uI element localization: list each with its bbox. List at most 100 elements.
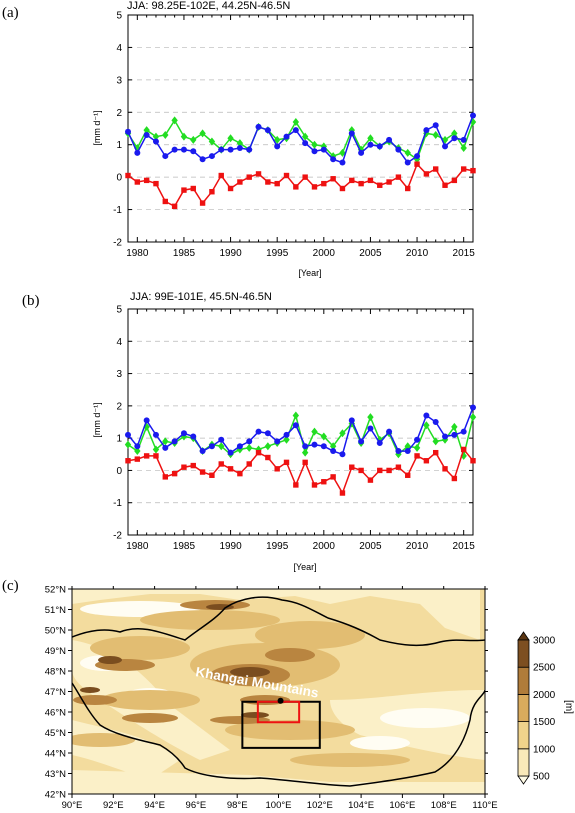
- data-point: [227, 146, 234, 153]
- data-point: [330, 156, 337, 163]
- data-point: [339, 185, 346, 192]
- data-point: [124, 440, 132, 449]
- data-point: [218, 461, 224, 467]
- data-point: [348, 417, 355, 424]
- data-point: [330, 474, 336, 480]
- lon-tick-label: 96°E: [186, 800, 207, 811]
- lat-tick-label: 46°N: [45, 708, 66, 719]
- lon-tick-label: 102°E: [307, 800, 333, 811]
- data-point: [180, 146, 187, 153]
- data-point: [153, 180, 159, 187]
- data-point: [311, 441, 318, 448]
- data-point: [227, 449, 234, 456]
- data-point: [302, 459, 308, 466]
- data-point: [460, 143, 467, 152]
- data-point: [330, 176, 336, 182]
- data-point: [218, 172, 224, 179]
- data-point: [321, 180, 327, 187]
- data-point: [181, 187, 187, 193]
- lat-tick-label: 42°N: [45, 790, 66, 801]
- data-point: [442, 433, 449, 440]
- data-point: [414, 453, 420, 459]
- data-point: [358, 180, 364, 187]
- elevation-map: [72, 589, 485, 794]
- y-tick-label: 1: [116, 434, 122, 445]
- x-tick-label: 2010: [406, 248, 429, 259]
- x-tick-label: 1980: [126, 248, 149, 259]
- data-point: [395, 174, 402, 180]
- data-point: [301, 132, 309, 141]
- panel-b-ylabel: [mm d⁻¹]: [92, 402, 102, 437]
- panel-a-xlabel: [Year]: [298, 268, 321, 278]
- data-point: [460, 428, 467, 435]
- lon-tick-label: 110°E: [472, 800, 497, 811]
- colorbar-segment: [517, 666, 530, 695]
- lat-tick-label: 44°N: [45, 749, 66, 760]
- data-point: [152, 138, 159, 145]
- data-point: [414, 161, 420, 167]
- border-south: [72, 682, 485, 787]
- data-point: [302, 140, 309, 147]
- data-point: [143, 131, 150, 138]
- data-point: [199, 469, 206, 475]
- data-point: [143, 422, 150, 431]
- data-point: [320, 443, 327, 450]
- panel-a-title: JJA: 98.25E-102E, 44.25N-46.5N: [127, 0, 290, 12]
- data-point: [283, 435, 290, 444]
- border-north: [72, 596, 485, 647]
- lon-tick-label: 100°E: [266, 800, 292, 811]
- data-point: [218, 146, 225, 153]
- data-point: [451, 135, 458, 142]
- data-point: [143, 126, 150, 135]
- data-point: [274, 438, 281, 445]
- data-point: [432, 419, 439, 425]
- data-point: [339, 148, 346, 157]
- x-tick-label: 1985: [173, 541, 196, 552]
- data-point: [423, 458, 430, 464]
- data-point: [171, 203, 178, 210]
- data-point: [143, 417, 150, 424]
- data-point: [386, 467, 392, 474]
- lat-tick-label: 52°N: [45, 585, 66, 596]
- x-tick-label: 1985: [173, 248, 196, 259]
- data-point: [329, 442, 337, 451]
- data-point: [367, 425, 374, 432]
- data-point: [358, 438, 365, 445]
- data-point: [264, 127, 271, 134]
- data-point: [246, 174, 252, 180]
- y-tick-label: -2: [113, 531, 122, 542]
- data-point: [321, 479, 327, 485]
- data-point: [367, 413, 374, 422]
- data-point: [209, 189, 215, 195]
- x-tick-label: 1990: [219, 541, 242, 552]
- colorbar-segment: [517, 721, 530, 750]
- data-point: [283, 431, 290, 438]
- colorbar-tick-label: 500: [533, 772, 550, 783]
- y-tick-label: 2: [116, 108, 122, 119]
- data-point: [358, 467, 364, 474]
- data-point: [199, 129, 206, 138]
- data-point: [405, 185, 411, 192]
- series-line-1: [127, 407, 474, 456]
- data-point: [320, 146, 327, 153]
- data-point: [292, 422, 299, 429]
- colorbar-tick-label: 2500: [533, 663, 556, 674]
- data-point: [349, 177, 355, 184]
- data-point: [246, 438, 253, 445]
- data-point: [190, 433, 197, 440]
- data-point: [134, 179, 141, 185]
- data-point: [293, 482, 299, 488]
- colorbar-tick-label: 1500: [533, 717, 556, 728]
- lat-tick-label: 48°N: [45, 667, 66, 678]
- colorbar-segment: [517, 694, 530, 723]
- data-point: [451, 129, 458, 138]
- x-tick-label: 2015: [453, 248, 476, 259]
- data-point: [292, 127, 299, 134]
- data-point: [330, 448, 337, 455]
- data-point: [237, 470, 243, 477]
- colorbar-top-arrow: [517, 631, 530, 641]
- data-point: [451, 422, 458, 431]
- colorbar-bottom-arrow: [517, 775, 530, 785]
- y-tick-label: 5: [116, 11, 122, 22]
